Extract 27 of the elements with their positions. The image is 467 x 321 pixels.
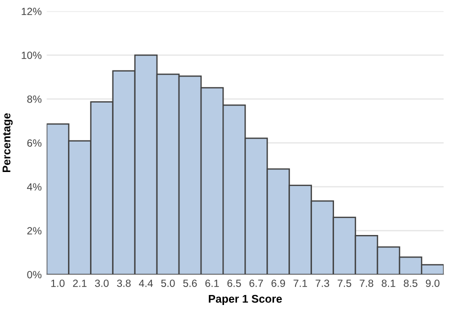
x-tick-label: 6.5 [227,280,241,287]
x-tick-label: 4.4 [138,280,153,287]
x-tick-label: 6.7 [249,280,263,287]
x-tick-label: 3.8 [117,280,131,287]
x-tick-label: 1.0 [51,280,65,287]
x-tick-label: 2.1 [73,280,87,287]
x-tick-label: 5.6 [183,280,197,287]
x-tick-label: 8.1 [382,280,396,287]
x-tick-label: 8.5 [404,280,418,287]
x-tick-label: 6.1 [205,280,219,287]
y-tick-label: 6% [27,139,42,147]
x-tick-label: 7.3 [316,280,330,287]
y-tick-label: 12% [22,8,42,16]
x-tick-label: 5.0 [161,280,175,287]
y-tick-label: 0% [27,270,42,278]
x-tick-label: 7.1 [294,280,308,287]
y-tick-label: 8% [27,95,42,103]
x-axis-title: Paper 1 Score [208,294,282,305]
x-tick-label: 9.0 [426,280,440,287]
x-tick-label: 3.0 [94,280,109,287]
y-tick-label: 10% [22,52,42,59]
x-tick-label: 7.8 [360,280,374,287]
y-tick-label: 2% [27,227,42,234]
x-tick-label: 6.9 [272,280,285,287]
x-tick-label: 7.5 [338,280,352,287]
y-tick-label: 4% [27,183,42,191]
y-axis-title: Percentage [2,113,13,172]
